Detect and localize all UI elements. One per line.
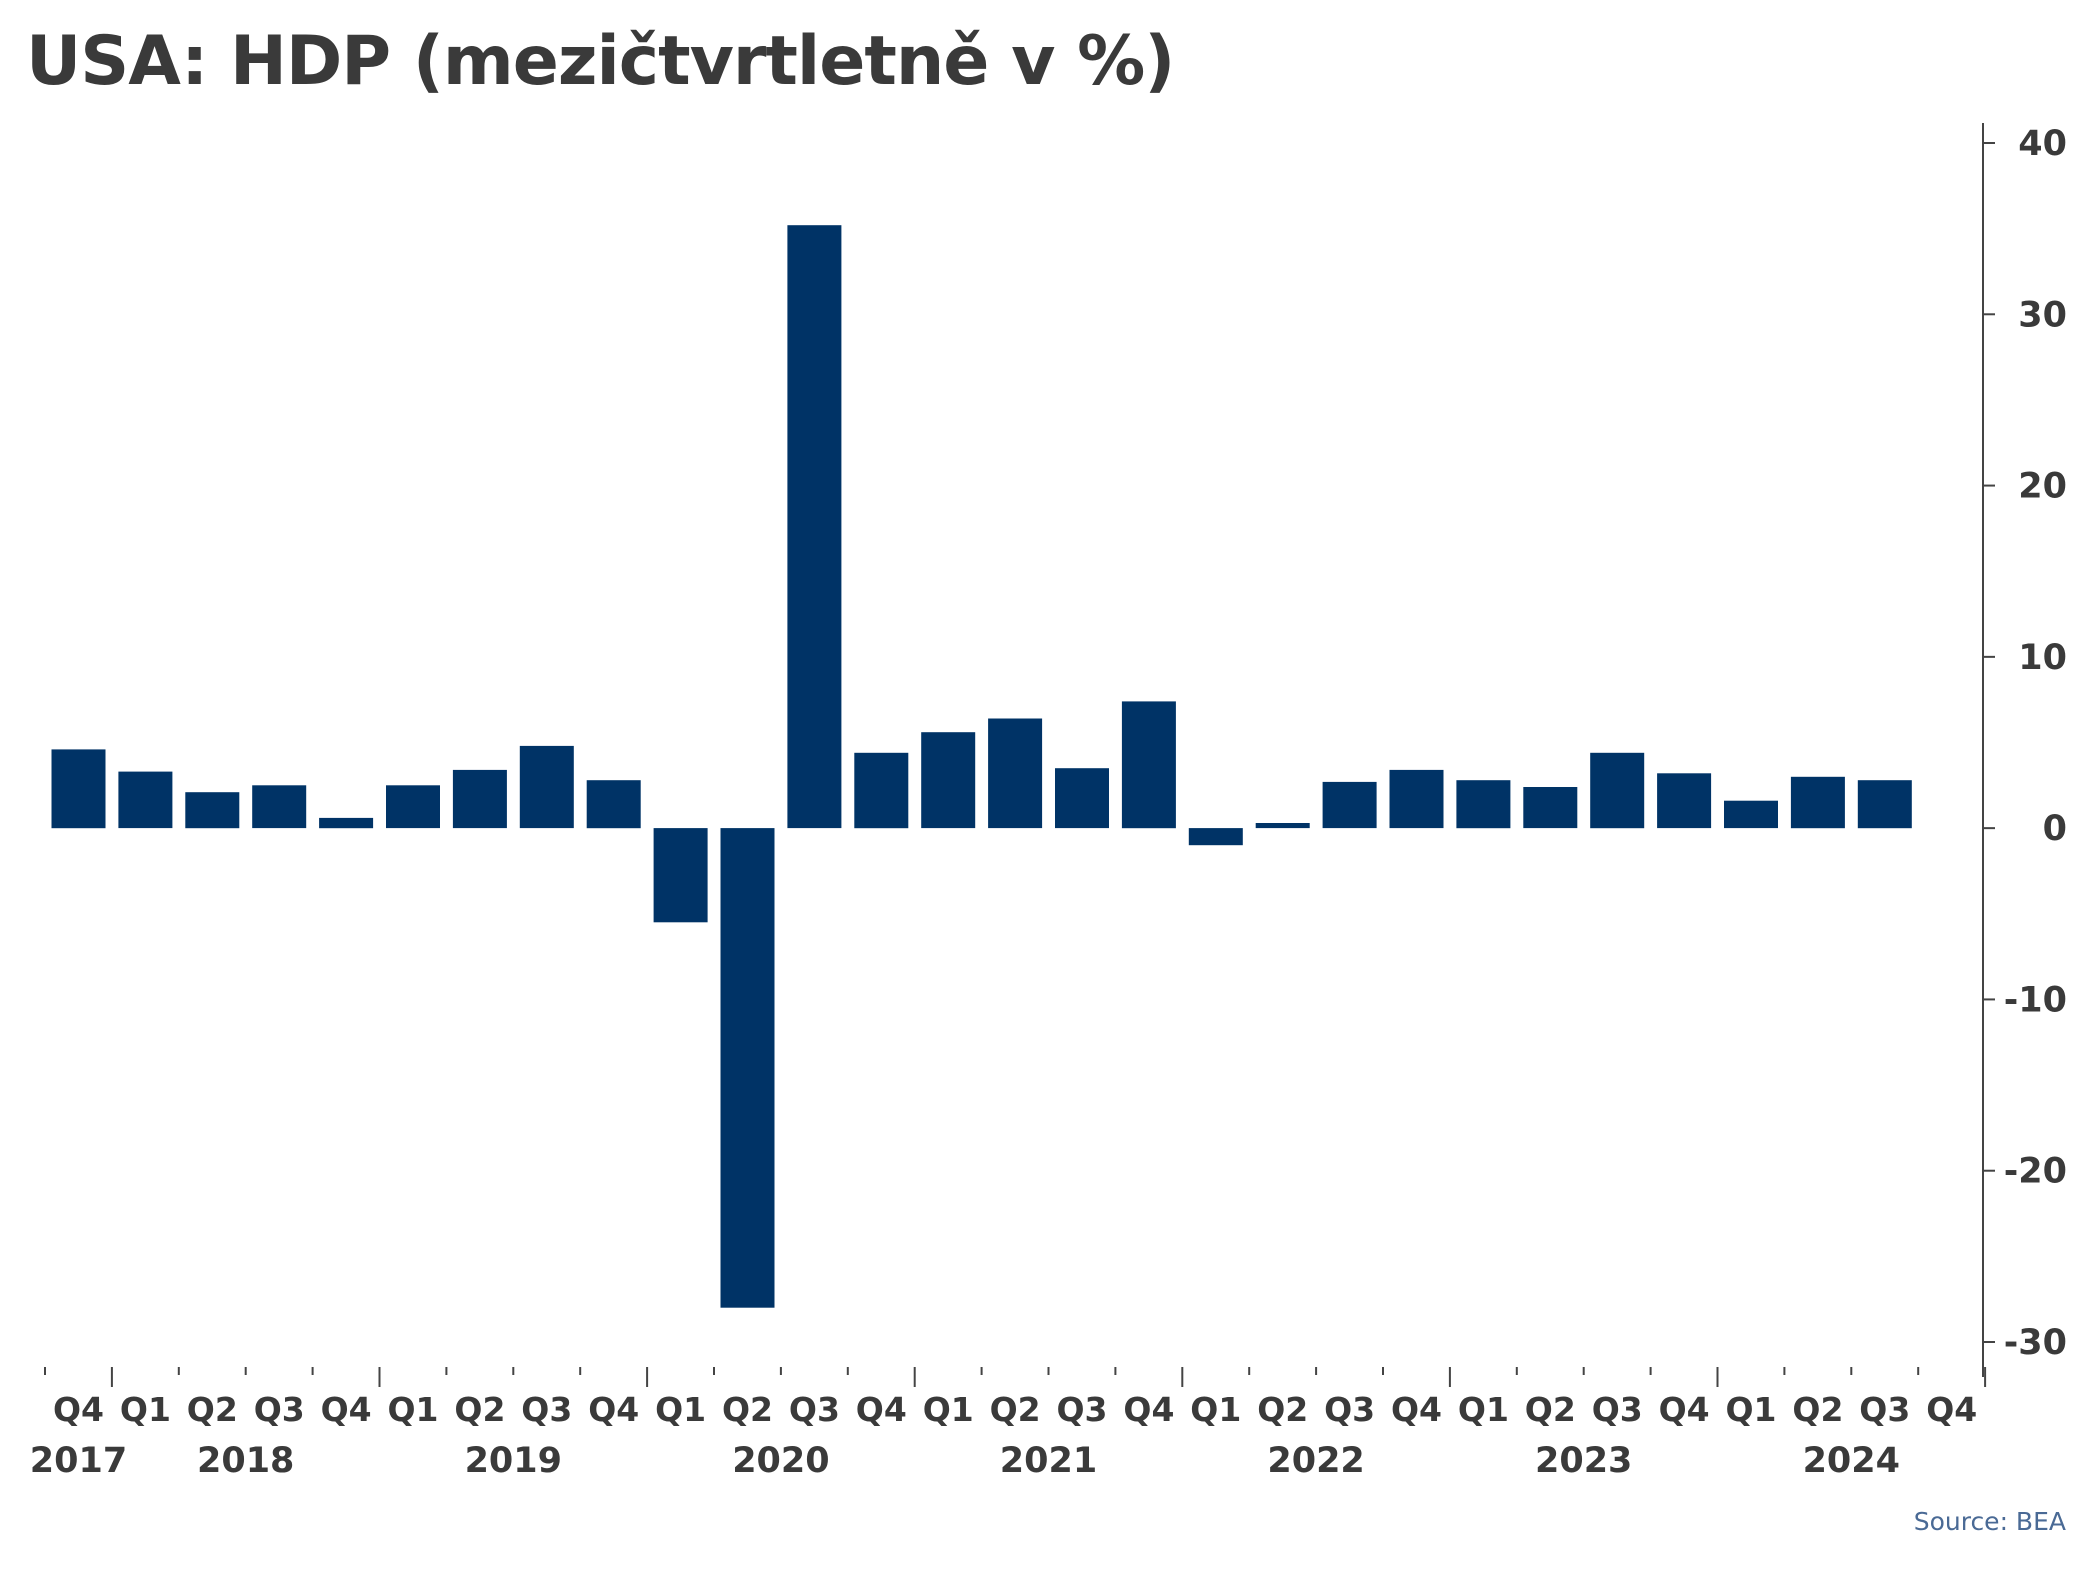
x-year-label-1: 2018 [197, 1441, 294, 1481]
bar-3 [252, 785, 307, 829]
x-year-label-2: 2019 [465, 1441, 562, 1481]
x-tick-label-27: Q3 [1859, 1390, 1910, 1429]
bar-9 [653, 828, 708, 923]
x-tick-label-4: Q4 [321, 1390, 372, 1429]
bar-27 [1857, 780, 1912, 829]
bar-22 [1523, 787, 1578, 829]
bar-2 [185, 792, 240, 829]
bar-6 [452, 769, 507, 829]
source-note: Source: BEA [1914, 1507, 2066, 1536]
y-tick-label-4: 0 [2043, 809, 2067, 849]
bar-8 [586, 780, 641, 829]
bar-19 [1322, 781, 1377, 829]
x-tick-label-13: Q1 [923, 1390, 974, 1429]
x-tick-label-20: Q4 [1391, 1390, 1442, 1429]
bar-25 [1724, 800, 1778, 829]
y-axis: 40 30 20 10 0 -10 -20 -30 [1982, 123, 2067, 1377]
bar-12 [854, 752, 909, 829]
x-axis: Q4 Q1 Q2 Q3 Q4 Q1 Q2 Q3 Q4 Q1 Q2 Q3 Q4 Q1 Q2 Q3 Q4 Q1 Q2 Q3… [30, 1367, 1987, 1481]
x-tick-label-9: Q1 [655, 1390, 706, 1429]
x-tick-label-8: Q4 [588, 1390, 639, 1429]
y-tick-label-2: 20 [2018, 467, 2067, 507]
bar-15 [1055, 768, 1109, 829]
bar-13 [921, 732, 976, 829]
bar-1 [118, 771, 173, 829]
x-year-label-3: 2020 [732, 1441, 829, 1481]
x-tick-label-23: Q3 [1592, 1390, 1643, 1429]
x-year-label-5: 2022 [1267, 1441, 1364, 1481]
bar-5 [386, 785, 440, 829]
y-tick-label-0: 40 [2018, 124, 2067, 164]
x-year-label-6: 2023 [1535, 1441, 1632, 1481]
x-tick-label-25: Q1 [1725, 1390, 1776, 1429]
x-tick-label-14: Q2 [990, 1390, 1041, 1429]
x-tick-label-2: Q2 [187, 1390, 238, 1429]
bar-24 [1657, 773, 1712, 829]
chart-title: USA: HDP (mezičtvrtletně v %) [26, 22, 1175, 101]
y-tick-label-5: -10 [2004, 980, 2067, 1020]
x-year-label-4: 2021 [1000, 1441, 1097, 1481]
x-tick-label-6: Q2 [454, 1390, 505, 1429]
x-tick-label-11: Q3 [789, 1390, 840, 1429]
x-tick-label-16: Q4 [1123, 1390, 1174, 1429]
x-tick-label-28: Q4 [1926, 1390, 1977, 1429]
x-tick-label-7: Q3 [521, 1390, 572, 1429]
x-tick-label-26: Q2 [1792, 1390, 1843, 1429]
bar-0 [51, 749, 106, 829]
x-year-label-0: 2017 [30, 1441, 127, 1481]
y-tick-label-3: 10 [2018, 638, 2067, 678]
x-tick-label-22: Q2 [1525, 1390, 1576, 1429]
bar-14 [988, 718, 1043, 829]
bar-10 [720, 828, 775, 1308]
x-tick-label-17: Q1 [1190, 1390, 1241, 1429]
bar-4 [319, 817, 374, 829]
bar-7 [519, 745, 574, 829]
x-tick-label-3: Q3 [254, 1390, 305, 1429]
x-tick-label-5: Q1 [387, 1390, 438, 1429]
bar-20 [1389, 769, 1444, 829]
x-year-label-7: 2024 [1803, 1441, 1900, 1481]
x-tick-label-19: Q3 [1324, 1390, 1375, 1429]
x-tick-label-0: Q4 [53, 1390, 104, 1429]
x-tick-label-15: Q3 [1056, 1390, 1107, 1429]
bar-26 [1790, 776, 1845, 829]
bar-23 [1590, 752, 1645, 829]
bar-18 [1255, 823, 1310, 829]
y-tick-label-6: -20 [2004, 1152, 2067, 1192]
x-tick-label-18: Q2 [1257, 1390, 1308, 1429]
x-tick-label-21: Q1 [1458, 1390, 1509, 1429]
y-tick-label-7: -30 [2004, 1323, 2067, 1363]
bar-21 [1456, 780, 1511, 829]
x-tick-label-1: Q1 [120, 1390, 171, 1429]
x-tick-label-10: Q2 [722, 1390, 773, 1429]
bar-16 [1121, 701, 1176, 829]
x-tick-label-24: Q4 [1659, 1390, 1710, 1429]
y-tick-label-1: 30 [2018, 295, 2067, 335]
bar-17 [1188, 828, 1243, 846]
x-tick-label-12: Q4 [856, 1390, 907, 1429]
bars-group [51, 225, 1912, 1308]
bar-11 [787, 225, 842, 829]
